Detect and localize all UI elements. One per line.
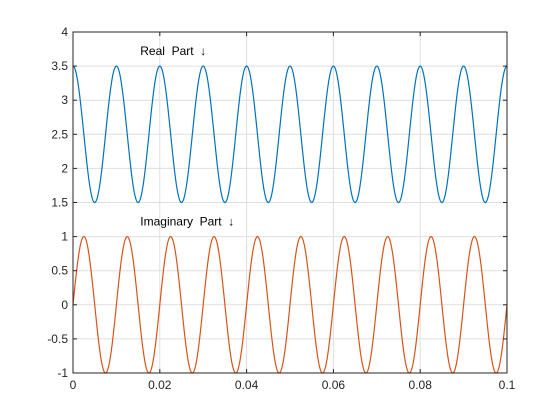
x-tick-label: 0.06 (322, 378, 346, 392)
annotations: Real Part ↓ Imaginary Part ↓ (140, 44, 234, 229)
x-tick-label: 0.04 (235, 378, 259, 392)
x-tick-label: 0.08 (409, 378, 433, 392)
series-layer (72, 65, 508, 374)
y-tick-label: 4 (61, 25, 68, 39)
x-axis: 0 0.02 0.04 0.06 0.08 0.1 (70, 32, 516, 392)
y-tick-label: 0.5 (51, 264, 68, 278)
y-tick-label: 3.5 (51, 59, 68, 73)
annotation-real-part: Real Part ↓ (140, 44, 206, 58)
annotation-imaginary-part: Imaginary Part ↓ (140, 215, 234, 229)
x-tick-label: 0 (70, 378, 77, 392)
y-tick-label: 1 (61, 230, 68, 244)
y-tick-label: 3 (61, 93, 68, 107)
y-axis: -1 -0.5 0 0.5 1 1.5 2 2.5 3 3.5 4 (47, 25, 507, 380)
y-tick-label: -0.5 (47, 332, 68, 346)
x-tick-label: 0.02 (148, 378, 172, 392)
series-line-real-part (72, 65, 508, 204)
y-tick-label: 2 (61, 161, 68, 175)
series-line-imaginary-part (72, 235, 508, 374)
y-tick-label: -1 (57, 366, 68, 380)
x-tick-label: 0.1 (499, 378, 516, 392)
y-tick-label: 0 (61, 298, 68, 312)
y-tick-label: 1.5 (51, 196, 68, 210)
y-tick-label: 2.5 (51, 127, 68, 141)
